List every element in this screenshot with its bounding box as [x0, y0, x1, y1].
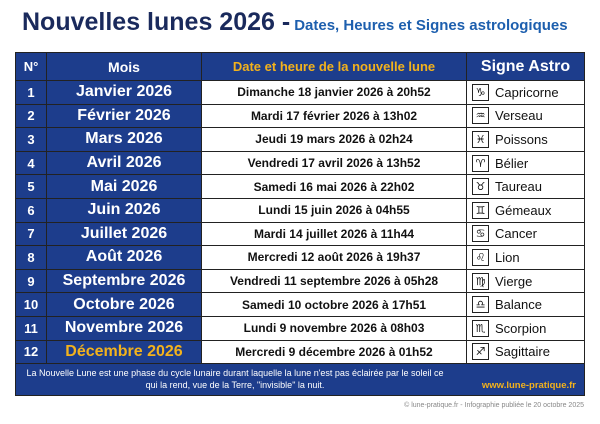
astro-sign: ♒ Verseau: [466, 104, 584, 128]
website[interactable]: www.lune-pratique.fr: [481, 380, 576, 392]
new-moon-date: Mardi 14 juillet 2026 à 11h44: [201, 222, 466, 246]
sign-symbol: ♋: [472, 225, 489, 243]
new-moon-date: Jeudi 19 mars 2026 à 02h24: [201, 128, 466, 151]
new-moon-date: Samedi 10 octobre 2026 à 17h51: [201, 293, 466, 316]
table-row: 6 Juin 2026 Lundi 15 juin 2026 à 04h55 ♊ Gém…: [16, 197, 584, 222]
sign-symbol: ♎: [472, 296, 489, 314]
new-moon-date: Samedi 16 mai 2026 à 22h02: [201, 175, 466, 198]
month: Juin 2026: [46, 198, 201, 222]
row-number: 8: [16, 246, 46, 269]
month: Mai 2026: [46, 175, 201, 198]
row-number: 3: [16, 128, 46, 151]
sign-name: Cancer: [495, 226, 537, 242]
sign-symbol: ♊: [472, 201, 489, 219]
footer-row: La Nouvelle Lune est une phase du cycle …: [16, 363, 584, 396]
sign-symbol: ♓: [472, 130, 489, 148]
astro-sign: ♐ Sagittaire: [466, 340, 584, 364]
sign-symbol: ♐: [472, 343, 489, 361]
main-title: Nouvelles lunes 2026 -: [22, 8, 291, 36]
sign-symbol: ♈: [472, 154, 489, 172]
month: Avril 2026: [46, 151, 201, 175]
sign-symbol: ♌: [472, 248, 489, 266]
row-number: 5: [16, 175, 46, 198]
column-header: Date et heure de la nouvelle lune: [201, 53, 466, 80]
table-row: 12 Décembre 2026 Mercredi 9 décembre 2026 …: [16, 339, 584, 364]
table-row: 8 Août 2026 Mercredi 12 août 2026 à 19h37 ♌…: [16, 245, 584, 269]
column-header: N°: [16, 53, 46, 80]
astro-sign: ♓ Poissons: [466, 128, 584, 151]
column-header: Signe Astro: [466, 53, 584, 80]
row-number: 9: [16, 269, 46, 293]
row-number: 4: [16, 151, 46, 175]
sign-name: Taureau: [495, 179, 542, 195]
sign-symbol: ♑: [472, 83, 489, 101]
sign-name: Sagittaire: [495, 344, 550, 360]
table-body: 1 Janvier 2026 Dimanche 18 janvier 2026 à …: [16, 80, 584, 364]
row-number: 2: [16, 104, 46, 128]
table-row: 3 Mars 2026 Jeudi 19 mars 2026 à 02h24 ♓ Poi…: [16, 127, 584, 151]
title: Nouvelles lunes 2026 - Dates, Heures et S…: [22, 8, 568, 37]
row-number: 12: [16, 340, 46, 364]
sign-name: Gémeaux: [495, 202, 552, 218]
sign-name: Verseau: [495, 108, 543, 124]
row-number: 6: [16, 198, 46, 222]
new-moon-date: Lundi 9 novembre 2026 à 08h03: [201, 316, 466, 340]
row-number: 10: [16, 293, 46, 316]
header-row: N° Mois Date et heure de la nouvelle lune S…: [16, 53, 584, 80]
astro-sign: ♈ Bélier: [466, 151, 584, 175]
sign-name: Lion: [495, 249, 520, 265]
new-moon-date: Vendredi 11 septembre 2026 à 05h28: [201, 269, 466, 293]
sign-name: Capricorne: [495, 84, 559, 100]
month: Septembre 2026: [46, 269, 201, 293]
footer-note: La Nouvelle Lune est une phase du cycle …: [26, 368, 444, 391]
astro-sign: ♎ Balance: [466, 293, 584, 316]
table-row: 7 Juillet 2026 Mardi 14 juillet 2026 à 11h…: [16, 221, 584, 246]
subtitle: Dates, Heures et Signes astrologiques: [294, 17, 568, 34]
astro-sign: ♏ Scorpion: [466, 316, 584, 340]
sign-symbol: ♍: [472, 272, 489, 290]
new-moon-date: Lundi 15 juin 2026 à 04h55: [201, 198, 466, 222]
month: Juillet 2026: [46, 222, 201, 246]
sign-symbol: ♉: [472, 178, 489, 196]
astro-sign: ♊ Gémeaux: [466, 198, 584, 222]
month: Mars 2026: [46, 128, 201, 151]
sign-name: Vierge: [495, 273, 533, 289]
sign-symbol: ♒: [472, 107, 489, 125]
astro-sign: ♉ Taureau: [466, 175, 584, 198]
month: Août 2026: [46, 246, 201, 269]
table-row: 2 Février 2026 Mardi 17 février 2026 à 13h…: [16, 103, 584, 128]
sign-name: Bélier: [495, 155, 529, 171]
table-row: 10 Octobre 2026 Samedi 10 octobre 2026 à 1…: [16, 292, 584, 316]
row-number: 1: [16, 81, 46, 104]
table-row: 4 Avril 2026 Vendredi 17 avril 2026 à 13h5…: [16, 150, 584, 175]
new-moon-date: Mercredi 9 décembre 2026 à 01h52: [201, 340, 466, 364]
new-moon-date: Dimanche 18 janvier 2026 à 20h52: [201, 81, 466, 104]
credit: © lune-pratique.fr - Infographie publiée…: [404, 402, 584, 409]
column-header: Mois: [46, 53, 201, 80]
new-moon-date: Vendredi 17 avril 2026 à 13h52: [201, 151, 466, 175]
table-row: 11 Novembre 2026 Lundi 9 novembre 2026 à 0…: [16, 315, 584, 340]
sign-name: Balance: [495, 297, 542, 313]
sign-name: Scorpion: [495, 320, 547, 336]
new-moon-date: Mercredi 12 août 2026 à 19h37: [201, 246, 466, 269]
table-row: 1 Janvier 2026 Dimanche 18 janvier 2026 à …: [16, 80, 584, 104]
new-moon-date: Mardi 17 février 2026 à 13h02: [201, 104, 466, 128]
astro-sign: ♌ Lion: [466, 246, 584, 269]
month: Février 2026: [46, 104, 201, 128]
sign-symbol: ♏: [472, 319, 489, 337]
month: Novembre 2026: [46, 316, 201, 340]
astro-sign: ♋ Cancer: [466, 222, 584, 246]
table-row: 5 Mai 2026 Samedi 16 mai 2026 à 22h02 ♉ Taur…: [16, 174, 584, 198]
table: N° Mois Date et heure de la nouvelle lune S…: [15, 52, 585, 397]
row-number: 7: [16, 222, 46, 246]
astro-sign: ♍ Vierge: [466, 269, 584, 293]
astro-sign: ♑ Capricorne: [466, 81, 584, 104]
table-row: 9 Septembre 2026 Vendredi 11 septembre 202…: [16, 268, 584, 293]
month: Décembre 2026: [46, 340, 201, 364]
sign-name: Poissons: [495, 131, 548, 147]
row-number: 11: [16, 316, 46, 340]
month: Janvier 2026: [46, 81, 201, 104]
month: Octobre 2026: [46, 293, 201, 316]
